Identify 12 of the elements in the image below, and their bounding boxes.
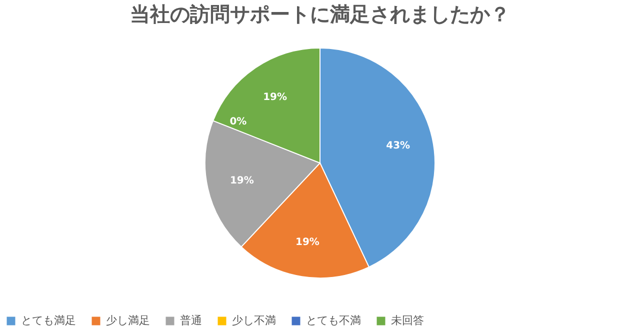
chart-title: 当社の訪問サポートに満足されましたか？: [130, 2, 510, 26]
data-label: 19%: [230, 175, 254, 186]
data-label: 19%: [263, 92, 287, 103]
legend-label: 未回答: [391, 314, 424, 327]
legend-label: とても不満: [306, 314, 361, 327]
text: 0%: [230, 116, 247, 128]
legend-label: 普通: [180, 314, 202, 327]
legend-label: 少し不満: [232, 314, 276, 327]
legend-label: とても満足: [21, 314, 76, 327]
legend-label: 少し満足: [106, 314, 150, 327]
data-label: 19%: [296, 237, 320, 248]
data-label: 43%: [386, 140, 410, 152]
